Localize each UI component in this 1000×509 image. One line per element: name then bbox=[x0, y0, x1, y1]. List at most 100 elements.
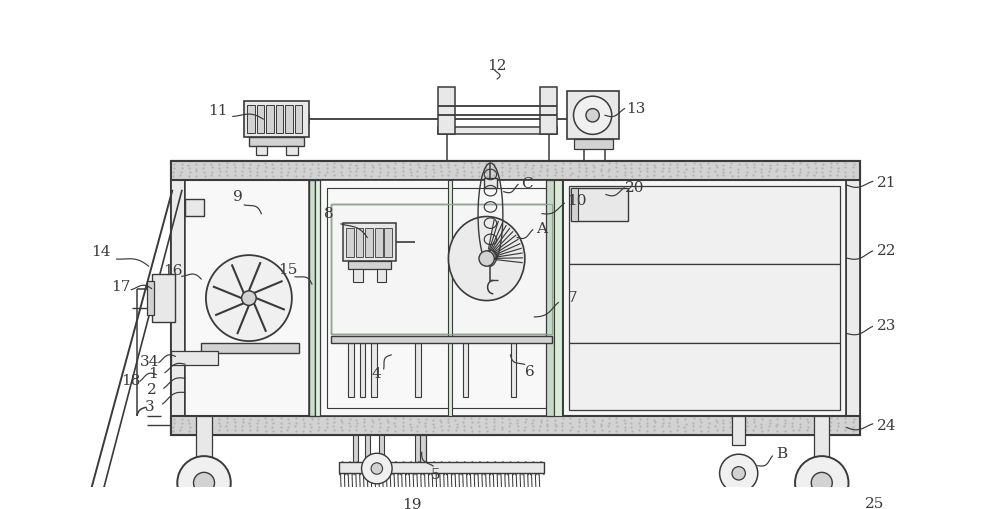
Bar bbox=[735, 491, 743, 506]
Text: 17: 17 bbox=[111, 279, 131, 294]
Bar bbox=[554, 180, 562, 416]
Bar bbox=[571, 188, 628, 221]
Bar bbox=[295, 105, 302, 133]
Text: 34: 34 bbox=[140, 355, 159, 369]
Bar bbox=[339, 462, 544, 473]
Bar bbox=[257, 105, 264, 133]
Bar bbox=[371, 343, 377, 397]
Bar bbox=[546, 180, 554, 416]
Text: A: A bbox=[537, 222, 548, 236]
Bar bbox=[331, 204, 552, 334]
Bar bbox=[353, 269, 363, 282]
Bar bbox=[171, 416, 860, 435]
Bar bbox=[185, 200, 204, 216]
Bar bbox=[346, 228, 354, 257]
Bar bbox=[732, 416, 745, 445]
Text: 24: 24 bbox=[877, 418, 896, 433]
Circle shape bbox=[177, 456, 231, 509]
Circle shape bbox=[732, 467, 745, 480]
Bar bbox=[384, 228, 392, 257]
Bar bbox=[569, 343, 840, 410]
Bar bbox=[567, 92, 619, 139]
Bar bbox=[348, 343, 354, 397]
Bar bbox=[249, 137, 304, 146]
Text: 10: 10 bbox=[568, 194, 587, 208]
Bar bbox=[331, 336, 552, 343]
Bar bbox=[348, 261, 391, 269]
Bar bbox=[569, 186, 840, 264]
Bar bbox=[438, 127, 557, 134]
Bar bbox=[185, 180, 309, 416]
Bar bbox=[171, 161, 860, 435]
Bar bbox=[353, 435, 358, 462]
Bar bbox=[571, 188, 578, 221]
Text: B: B bbox=[776, 447, 787, 461]
Text: 22: 22 bbox=[877, 244, 896, 258]
Bar bbox=[360, 343, 365, 397]
Bar bbox=[540, 87, 557, 134]
Bar bbox=[415, 343, 421, 397]
Circle shape bbox=[371, 463, 383, 474]
Text: 11: 11 bbox=[208, 104, 227, 119]
Bar bbox=[244, 101, 309, 137]
Text: 12: 12 bbox=[487, 59, 507, 73]
Text: 15: 15 bbox=[278, 263, 298, 277]
Circle shape bbox=[586, 108, 599, 122]
Text: 6: 6 bbox=[525, 365, 534, 379]
Text: 16: 16 bbox=[163, 264, 182, 278]
Bar bbox=[266, 105, 274, 133]
Circle shape bbox=[194, 472, 215, 493]
Bar bbox=[365, 435, 370, 462]
Bar bbox=[365, 228, 373, 257]
Circle shape bbox=[242, 291, 256, 305]
Bar bbox=[196, 416, 212, 459]
Ellipse shape bbox=[448, 216, 525, 300]
Bar bbox=[152, 274, 175, 322]
Text: 20: 20 bbox=[625, 181, 644, 195]
Circle shape bbox=[795, 456, 848, 509]
Bar bbox=[171, 351, 218, 365]
Circle shape bbox=[362, 453, 392, 484]
Text: 25: 25 bbox=[865, 497, 884, 509]
Bar bbox=[171, 161, 185, 435]
Bar bbox=[147, 281, 154, 315]
Text: 4: 4 bbox=[372, 367, 382, 381]
Text: 13: 13 bbox=[626, 102, 645, 116]
Circle shape bbox=[733, 494, 744, 506]
Circle shape bbox=[574, 96, 612, 134]
Bar bbox=[343, 223, 396, 261]
Text: 7: 7 bbox=[568, 291, 577, 305]
Bar bbox=[285, 105, 293, 133]
Bar bbox=[377, 269, 386, 282]
Bar bbox=[171, 161, 860, 180]
Text: 8: 8 bbox=[324, 207, 334, 220]
Text: 9: 9 bbox=[233, 190, 242, 205]
Text: 14: 14 bbox=[91, 245, 111, 259]
Text: 1: 1 bbox=[149, 366, 158, 381]
Bar bbox=[418, 435, 426, 469]
Bar bbox=[276, 105, 283, 133]
Bar bbox=[448, 180, 452, 416]
Text: 21: 21 bbox=[877, 176, 896, 190]
Bar bbox=[247, 105, 255, 133]
Bar bbox=[379, 435, 384, 462]
Bar bbox=[331, 204, 552, 334]
Bar bbox=[511, 343, 516, 397]
Text: 5: 5 bbox=[431, 468, 441, 482]
Bar bbox=[846, 161, 860, 435]
Bar bbox=[463, 343, 468, 397]
Text: C: C bbox=[521, 177, 533, 191]
Text: 3: 3 bbox=[145, 400, 154, 414]
Bar bbox=[286, 146, 298, 155]
Bar bbox=[484, 178, 497, 188]
Bar bbox=[356, 228, 363, 257]
Bar bbox=[256, 146, 267, 155]
Bar bbox=[563, 180, 846, 416]
Bar bbox=[315, 180, 320, 416]
Circle shape bbox=[811, 472, 832, 493]
Circle shape bbox=[206, 255, 292, 341]
Bar bbox=[309, 180, 315, 416]
Text: 23: 23 bbox=[877, 320, 896, 333]
Circle shape bbox=[479, 251, 494, 266]
Bar bbox=[438, 87, 455, 134]
